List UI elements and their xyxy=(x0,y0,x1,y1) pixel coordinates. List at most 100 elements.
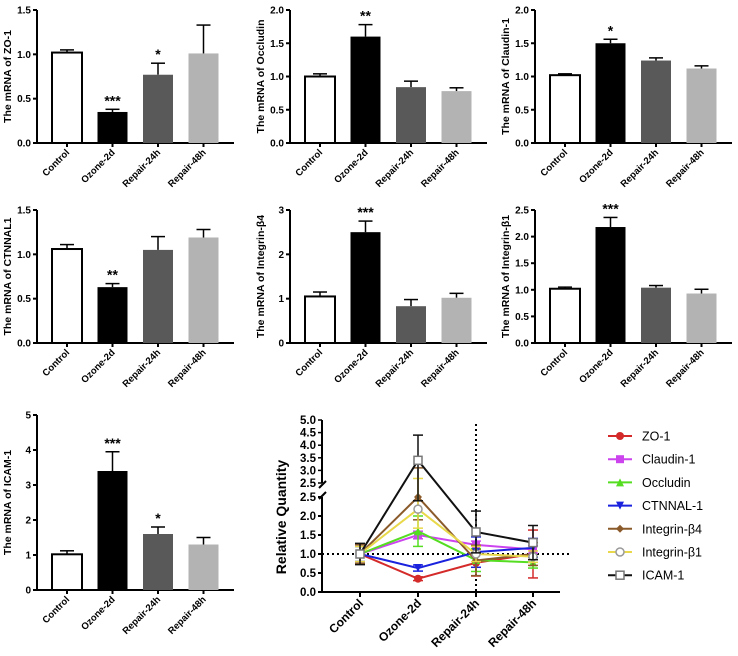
y-tick-label: 0.5 xyxy=(270,105,284,116)
y-tick-label: 2 xyxy=(25,516,31,527)
bar-panel-6: 0 1 2 3 4 5 The mRNA of ICAM-1 Control Ozone-2d *… xyxy=(2,411,234,637)
x-tick-label: Repair-24h xyxy=(619,347,662,390)
y-axis-label: The mRNA of ZO-1 xyxy=(2,30,14,123)
x-tick-label: Control xyxy=(538,347,570,379)
x-tick-label: Repair-48h xyxy=(664,147,707,190)
x-tick-label: Repair-48h xyxy=(664,347,707,390)
y-tick-label: 3 xyxy=(25,481,31,492)
data-point xyxy=(414,564,422,573)
legend-label: Integrin-β4 xyxy=(642,522,702,536)
legend-item: CTNNAL-1 xyxy=(608,499,703,513)
data-point xyxy=(413,455,423,466)
y-tick-label: 1.5 xyxy=(17,6,31,17)
bar xyxy=(97,111,128,143)
y-tick-label: 1.0 xyxy=(515,72,529,83)
y-tick-label: 3.5 xyxy=(300,453,317,465)
bar xyxy=(350,36,381,143)
bar xyxy=(549,287,581,344)
axis-break-mark xyxy=(318,480,327,489)
legend-label: ICAM-1 xyxy=(642,569,684,583)
y-tick-label: 2.0 xyxy=(270,6,284,17)
series-line xyxy=(359,495,534,562)
bar-panel-4: 0 1 2 3 The mRNA of Integrin-β4 Control Ozone-… xyxy=(255,204,487,390)
bar xyxy=(143,534,173,590)
bar xyxy=(396,306,426,343)
data-point xyxy=(413,504,423,514)
legend-label: ZO-1 xyxy=(642,430,671,444)
bar xyxy=(51,51,83,145)
y-tick-label: 0.0 xyxy=(17,139,31,150)
legend-marker xyxy=(615,547,625,557)
significance-label: * xyxy=(155,510,161,526)
series-line xyxy=(359,507,534,558)
x-tick-label: Ozone-2d xyxy=(332,147,371,186)
x-tick-label: Ozone-2d xyxy=(332,347,371,386)
significance-label: ** xyxy=(360,8,371,24)
significance-label: * xyxy=(155,46,161,62)
y-tick-label: 0.5 xyxy=(515,312,529,323)
series-line xyxy=(359,458,534,555)
x-tick-label: Repair-24h xyxy=(121,594,164,637)
y-axis-label: The mRNA of CTNNAL1 xyxy=(2,217,14,335)
y-tick-label: 3 xyxy=(278,206,284,217)
x-tick-label: Repair-24h xyxy=(619,147,662,190)
y-tick-label: 4.0 xyxy=(300,440,316,452)
y-tick-label: 1.5 xyxy=(300,530,317,542)
bar xyxy=(304,75,336,144)
x-tick-label: Repair-24h xyxy=(121,147,164,190)
series-line xyxy=(359,546,534,570)
data-point xyxy=(528,537,538,548)
y-tick-label: 0.0 xyxy=(270,139,284,150)
bar xyxy=(188,53,219,143)
bar xyxy=(188,237,219,343)
legend-label: Occludin xyxy=(642,476,691,490)
y-axis-label: The mRNA of ICAM-1 xyxy=(2,450,14,555)
bar xyxy=(441,297,472,343)
legend-item: ICAM-1 xyxy=(608,569,684,583)
y-tick-label: 2.5 xyxy=(515,206,529,217)
y-tick-label: 0.0 xyxy=(515,139,529,150)
bar xyxy=(188,544,219,590)
y-tick-label: 2 xyxy=(278,250,284,261)
bar xyxy=(97,287,128,343)
y-tick-label: 5 xyxy=(25,411,31,422)
bar xyxy=(350,232,381,343)
legend-item: Integrin-β4 xyxy=(608,522,702,536)
legend-item: Occludin xyxy=(608,476,691,490)
y-tick-label: 0 xyxy=(25,586,31,597)
y-tick-label: 0.5 xyxy=(17,294,31,305)
significance-label: * xyxy=(608,22,614,38)
series-line xyxy=(359,553,534,580)
y-tick-label: 1.0 xyxy=(300,549,316,561)
y-tick-label: 0.0 xyxy=(300,587,316,599)
x-tick-label: Ozone-2d xyxy=(79,147,118,186)
x-tick-label: Control xyxy=(40,147,72,179)
y-tick-label: 0.0 xyxy=(17,339,31,350)
y-tick-label: 2.0 xyxy=(300,511,316,523)
y-tick-label: 0.0 xyxy=(515,339,529,350)
y-tick-label: 4.5 xyxy=(300,428,317,440)
x-tick-label: Repair-48h xyxy=(166,147,209,190)
y-tick-label: 2.0 xyxy=(515,6,529,17)
bar xyxy=(595,43,626,143)
x-tick-label: Ozone-2d xyxy=(577,347,616,386)
significance-label: *** xyxy=(104,92,121,108)
y-axis-label: The mRNA of Integrin-β4 xyxy=(255,215,267,338)
legend-marker xyxy=(616,501,624,510)
y-tick-label: 5.0 xyxy=(300,415,316,427)
x-tick-label: Repair-48h xyxy=(485,596,539,650)
data-point xyxy=(414,574,422,583)
y-tick-label: 1 xyxy=(25,551,31,562)
significance-label: *** xyxy=(357,204,374,220)
y-axis-label: The mRNA of Integrin-β1 xyxy=(500,215,512,338)
x-tick-label: Repair-48h xyxy=(419,347,462,390)
legend-marker xyxy=(615,570,625,580)
significance-label: ** xyxy=(107,267,118,283)
bar xyxy=(686,68,717,143)
bar xyxy=(51,553,83,591)
legend-item: Integrin-β1 xyxy=(608,546,702,560)
